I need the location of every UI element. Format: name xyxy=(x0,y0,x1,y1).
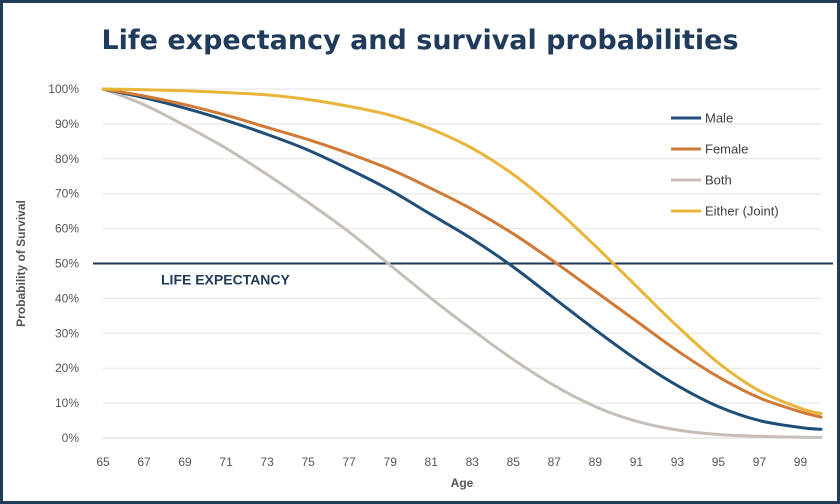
series-line-either-joint xyxy=(101,87,823,416)
series-line-female xyxy=(101,87,823,419)
x-tick-label: 81 xyxy=(425,455,439,469)
x-tick-label: 71 xyxy=(219,455,233,469)
x-tick-label: 77 xyxy=(342,455,356,469)
y-tick-label: 50% xyxy=(55,257,79,271)
chart-title: Life expectancy and survival probabiliti… xyxy=(101,25,739,56)
x-tick-label: 69 xyxy=(178,455,192,469)
x-tick-label: 67 xyxy=(137,455,151,469)
x-tick-label: 87 xyxy=(548,455,562,469)
series-line-both xyxy=(101,87,823,439)
x-tick-label: 89 xyxy=(589,455,603,469)
life-expectancy-label: LIFE EXPECTANCY xyxy=(161,272,291,288)
x-tick-label: 85 xyxy=(507,455,521,469)
x-tick-label: 75 xyxy=(301,455,315,469)
x-tick-label: 93 xyxy=(671,455,685,469)
legend-label-male: Male xyxy=(705,111,733,126)
legend-label-both: Both xyxy=(705,173,732,188)
x-tick-label: 91 xyxy=(630,455,644,469)
chart-svg: 0% 10% 20% 30% 40% 50% 60% 70% 80% 90% 100% 65 67 69… xyxy=(14,82,833,490)
x-tick-label: 95 xyxy=(712,455,726,469)
y-tick-label: 80% xyxy=(55,152,79,166)
legend-label-female: Female xyxy=(705,142,748,157)
y-tick-label: 60% xyxy=(55,222,79,236)
series-line-male xyxy=(101,87,823,431)
y-tick-label: 90% xyxy=(55,117,79,131)
y-axis-label: Probability of Survival xyxy=(14,200,28,327)
y-tick-label: 40% xyxy=(55,291,79,305)
x-tick-label: 79 xyxy=(384,455,398,469)
y-tick-label: 70% xyxy=(55,187,79,201)
x-axis-label: Age xyxy=(451,476,474,490)
x-tick-label: 65 xyxy=(96,455,110,469)
x-tick-label: 97 xyxy=(753,455,767,469)
y-tick-label: 30% xyxy=(55,326,79,340)
y-tick-label: 0% xyxy=(62,431,80,445)
y-tick-label: 20% xyxy=(55,361,79,375)
y-tick-label: 10% xyxy=(55,396,79,410)
legend-label-either-joint: Either (Joint) xyxy=(705,204,779,219)
x-tick-label: 73 xyxy=(260,455,274,469)
y-tick-label: 100% xyxy=(48,82,79,96)
x-tick-label: 99 xyxy=(794,455,808,469)
x-tick-label: 83 xyxy=(466,455,480,469)
